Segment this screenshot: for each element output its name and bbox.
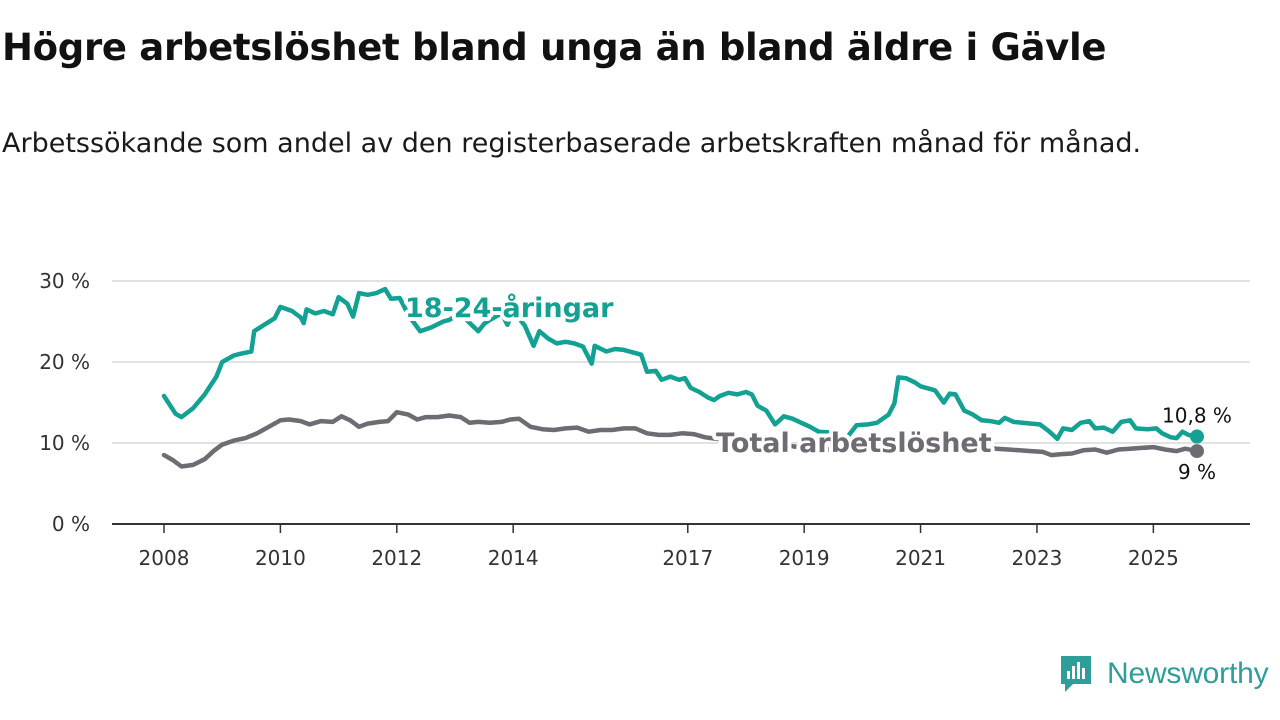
series-label-youth: 18-24-åringar <box>405 292 614 324</box>
chart-subtitle: Arbetssökande som andel av den registerb… <box>2 128 1142 159</box>
series-label-total: Total arbetslöshet <box>716 428 992 459</box>
x-tick-label: 2008 <box>139 546 190 570</box>
y-tick-label: 0 % <box>52 512 90 536</box>
series-label-youth-halo: 18-24-åringar <box>405 292 614 324</box>
brand-name: Newsworthy <box>1107 657 1269 690</box>
series-line-youth <box>161 286 1200 442</box>
x-tick-label: 2010 <box>255 546 306 570</box>
grid-layer <box>112 280 1250 444</box>
chart-title: Högre arbetslöshet bland unga än bland ä… <box>2 26 1107 69</box>
axis-layer: 0 % 10 % 20 % 30 % 2008 2010 2012 2014 2017 2019 2… <box>39 269 1250 570</box>
end-label-total: 9 % <box>1178 460 1216 484</box>
series-label-total-halo: Total arbetslöshet <box>716 428 992 459</box>
y-tick-label: 30 % <box>39 269 90 293</box>
brand: Newsworthy <box>1059 654 1269 694</box>
y-tick-label: 20 % <box>39 350 90 374</box>
x-tick-label: 2012 <box>371 546 422 570</box>
series-layer <box>161 286 1204 469</box>
x-tick-label: 2014 <box>488 546 539 570</box>
x-tick-label: 2019 <box>779 546 830 570</box>
x-tick-label: 2021 <box>895 546 946 570</box>
end-point-total <box>1190 444 1204 459</box>
end-label-youth: 10,8 % <box>1162 404 1232 428</box>
end-point-youth <box>1190 429 1204 444</box>
y-tick-label: 10 % <box>39 431 90 455</box>
x-tick-label: 2017 <box>662 546 713 570</box>
series-line-total <box>161 409 1200 469</box>
x-tick-label: 2023 <box>1012 546 1063 570</box>
newsworthy-logo-icon <box>1061 656 1091 692</box>
x-tick-label: 2025 <box>1128 546 1179 570</box>
